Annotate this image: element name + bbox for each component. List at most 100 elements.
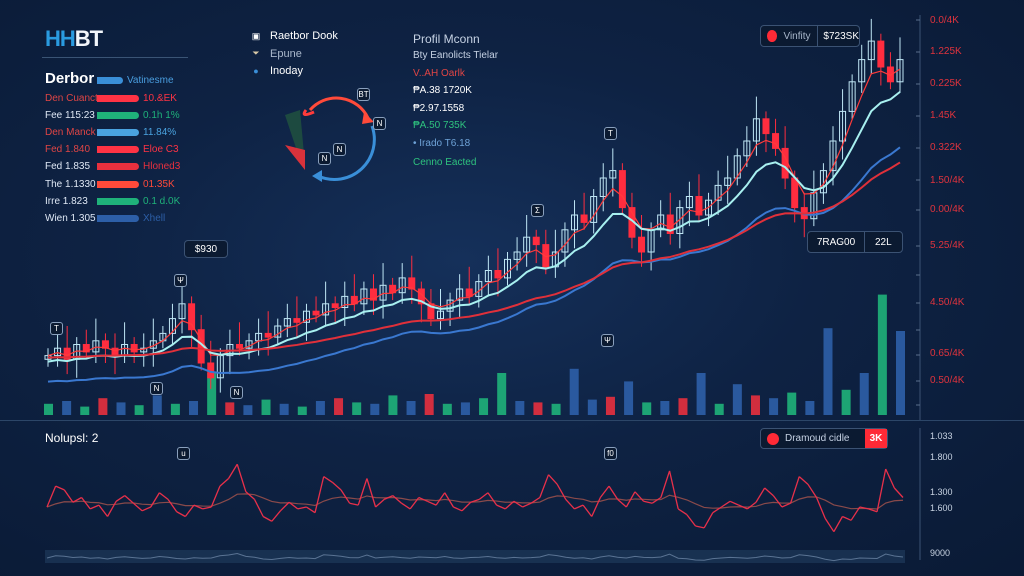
chart-marker[interactable]: N: [230, 386, 243, 399]
oscillator-segment: [81, 497, 91, 510]
oscillator-segment: [297, 506, 307, 510]
oscillator-segment: [331, 481, 342, 491]
candle-up: [743, 140, 751, 157]
volume-bar: [624, 381, 634, 415]
panel-row[interactable]: Fed 1.840 Eloe C3: [45, 144, 179, 156]
chart-marker[interactable]: T: [50, 322, 63, 335]
moving-average-line: [47, 161, 901, 359]
oscillator-segment: [401, 502, 411, 510]
volume-bar: [424, 394, 434, 415]
row-bar: [97, 214, 139, 222]
price-axis-label: 4.50/4K: [930, 297, 965, 308]
price-axis-label: 0.00/4K: [930, 204, 965, 215]
panel-row[interactable]: Den Manck 11.84%: [45, 126, 176, 138]
moving-average-line: [47, 91, 901, 363]
volume-bar: [62, 401, 72, 415]
lower-marker[interactable]: f0: [604, 447, 617, 460]
candle-down: [695, 196, 703, 216]
candle-up: [685, 196, 693, 209]
cycle-marker[interactable]: N: [333, 143, 346, 156]
candle-up: [599, 177, 607, 197]
oscillator-segment: [513, 500, 523, 508]
oscillator-segment: [764, 487, 774, 497]
volume-bar: [225, 402, 235, 415]
candle-up: [657, 214, 665, 231]
oscillator-average-line: [46, 493, 904, 510]
panel-row[interactable]: Irre 1.823 0.1 d.0K: [45, 195, 180, 207]
chart-marker[interactable]: Ψ: [601, 334, 614, 347]
candle-up: [484, 270, 492, 283]
lower-marker[interactable]: u: [177, 447, 190, 460]
volume-bar: [605, 396, 615, 415]
oscillator-segment: [461, 501, 472, 512]
overview-line: [46, 552, 904, 562]
info-line: ₱A.50 735K: [413, 120, 467, 131]
volume-bar: [152, 395, 162, 415]
candle-down: [762, 118, 770, 135]
price-tag[interactable]: $930: [184, 240, 228, 258]
oscillator-segment: [89, 504, 100, 510]
crosshair-tag[interactable]: 7RAG00 22L: [807, 231, 903, 253]
oscillator-segment: [210, 485, 221, 508]
price-axis-label: 5.25/4K: [930, 240, 965, 251]
candle-up: [178, 303, 186, 320]
volume-bar: [406, 401, 416, 415]
oscillator-segment: [150, 492, 160, 508]
oscillator-segment: [781, 502, 791, 508]
ticker-tag[interactable]: Vinfity $723SK: [760, 25, 860, 47]
row-value: 0.1 d.0K: [143, 195, 181, 207]
volume-bar: [80, 406, 90, 415]
indicator-tag[interactable]: Dramoud cidle 3K: [760, 428, 888, 449]
panel-row[interactable]: Wien 1.305 Xhell: [45, 212, 165, 224]
candle-up: [609, 170, 617, 179]
candle-up: [360, 288, 368, 305]
chart-marker[interactable]: T: [604, 127, 617, 140]
volume-bar: [116, 402, 126, 415]
candle-down: [638, 236, 646, 253]
oscillator-segment: [106, 500, 117, 517]
row-label: Fee 115:23: [45, 109, 95, 121]
panel-row[interactable]: Fed 1.835 Hloned3: [45, 161, 180, 173]
volume-bar: [823, 328, 833, 415]
panel-row[interactable]: Den Cuanct 10.&EK: [45, 92, 177, 104]
info-line: ₱A.38 1720K: [413, 85, 472, 96]
candle-down: [494, 270, 502, 279]
volume-bar: [750, 395, 760, 415]
oscillator-segment: [418, 496, 428, 502]
legend-item[interactable]: ● Inoday: [250, 65, 303, 77]
oscillator-segment: [868, 508, 878, 513]
oscillator-segment: [133, 502, 143, 512]
chart-marker[interactable]: Σ: [531, 204, 544, 217]
oscillator-segment: [842, 515, 852, 521]
oscillator-segment: [63, 489, 74, 503]
candle-up: [168, 318, 176, 334]
candle-down: [772, 133, 780, 149]
oscillator-segment: [530, 496, 541, 504]
info-line: V..AH Oarlk: [413, 68, 465, 79]
oscillator-segment: [470, 498, 480, 503]
candle-down: [408, 277, 416, 290]
volume-bar: [315, 401, 325, 415]
candle-up: [302, 310, 310, 323]
candle-down: [618, 170, 626, 209]
oscillator-segment: [522, 502, 532, 508]
cycle-marker[interactable]: BT: [357, 88, 370, 101]
panel-divider: [0, 420, 1024, 421]
legend-item[interactable]: ⏷ Epune: [250, 48, 301, 60]
candle-down: [188, 303, 196, 331]
chart-marker[interactable]: Ψ: [174, 274, 187, 287]
candle-up: [379, 284, 387, 301]
oscillator-segment: [617, 498, 627, 508]
panel-row[interactable]: Fee 115:23 0.1h 1%: [45, 109, 180, 121]
cycle-marker[interactable]: N: [318, 152, 331, 165]
oscillator-segment: [184, 504, 195, 517]
oscillator-segment: [444, 492, 454, 508]
legend-item[interactable]: ▣ Raetbor Dook: [251, 30, 338, 42]
panel-row[interactable]: The 1.1330 01.35K: [45, 178, 175, 190]
chart-marker[interactable]: N: [150, 382, 163, 395]
cycle-marker[interactable]: N: [373, 117, 386, 130]
oscillator-segment: [625, 491, 636, 508]
info-line: Profil Mconn: [413, 32, 480, 46]
